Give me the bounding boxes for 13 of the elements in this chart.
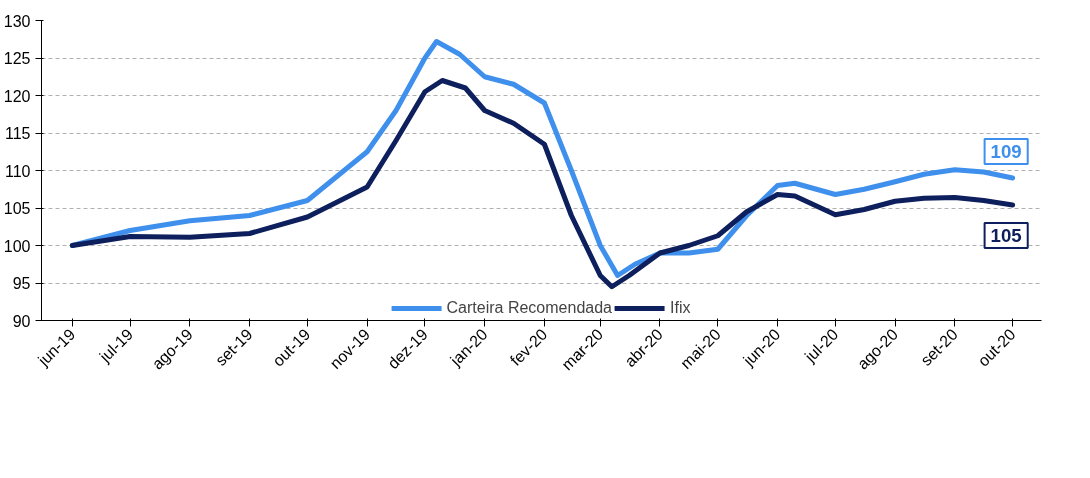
y-tick-label: 95 — [12, 275, 31, 292]
y-tick-label: 90 — [12, 312, 31, 330]
annotation: 109 — [990, 141, 1022, 162]
annotation: 105 — [990, 225, 1022, 246]
y-tick-label: 125 — [3, 50, 31, 67]
y-tick-label: 110 — [4, 162, 31, 180]
legend-label: Ifix — [669, 299, 691, 317]
legend-label: Carteira Recomendada — [446, 299, 612, 317]
y-tick-label: 120 — [3, 87, 31, 105]
y-tick-label: 100 — [3, 237, 31, 255]
y-tick-label: 130 — [3, 12, 31, 30]
y-tick-label: 115 — [4, 125, 31, 142]
y-tick-label: 105 — [3, 200, 31, 217]
